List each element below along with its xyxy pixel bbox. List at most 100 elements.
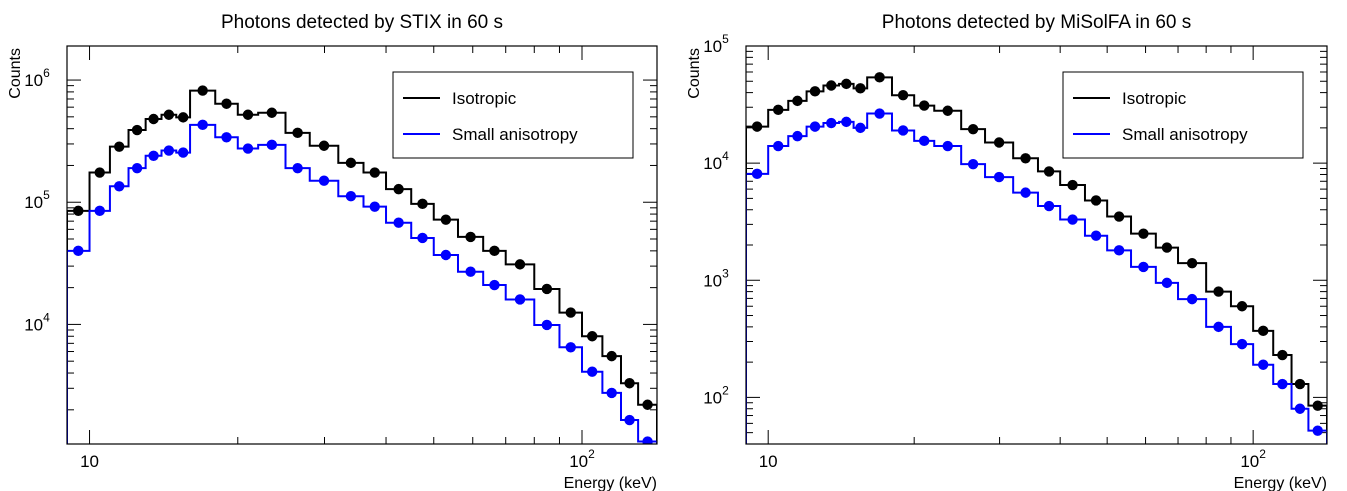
- data-point: [1213, 321, 1224, 333]
- data-point: [1043, 166, 1055, 177]
- x-tick-label: 102: [1240, 447, 1266, 471]
- data-point: [1161, 242, 1173, 253]
- data-point: [417, 232, 428, 244]
- data-point: [586, 331, 598, 342]
- data-point: [292, 162, 303, 174]
- legend-label: Small anisotropy: [1122, 125, 1248, 144]
- data-point: [369, 201, 380, 212]
- data-point: [565, 342, 576, 353]
- data-point: [606, 387, 617, 399]
- y-tick-label: 104: [703, 149, 729, 173]
- data-point: [541, 319, 553, 331]
- data-point: [773, 140, 784, 152]
- data-point: [1138, 228, 1149, 239]
- data-point: [942, 140, 953, 152]
- data-point: [417, 198, 428, 210]
- chart-title: Photons detected by MiSolFA in 60 s: [882, 12, 1191, 33]
- data-point: [73, 245, 84, 257]
- data-point: [586, 366, 598, 377]
- plot-frame: [66, 45, 658, 445]
- data-point: [1043, 200, 1055, 212]
- data-point: [197, 85, 208, 96]
- stix-chart: Photons detected by STIX in 60 s Counts En…: [7, 12, 658, 491]
- data-point: [393, 183, 404, 195]
- data-point: [841, 116, 852, 128]
- data-point: [242, 109, 254, 120]
- x-axis-label: Energy (keV): [1234, 475, 1327, 491]
- data-point: [1294, 403, 1306, 414]
- data-point: [1090, 195, 1102, 206]
- data-point: [1113, 245, 1125, 256]
- y-tick-label: 104: [24, 310, 50, 334]
- legend-box: [392, 71, 634, 159]
- plot-area: [67, 85, 657, 444]
- data-point: [919, 135, 930, 147]
- data-point: [131, 162, 143, 174]
- data-point: [841, 78, 852, 90]
- data-point: [773, 104, 784, 116]
- legend-label: Isotropic: [452, 89, 517, 108]
- data-point: [993, 137, 1005, 148]
- data-point: [131, 124, 143, 136]
- chart-title: Photons detected by STIX in 60 s: [221, 12, 503, 33]
- data-point: [642, 436, 653, 444]
- x-tick-exponent: 2: [588, 447, 595, 461]
- data-point: [292, 127, 303, 139]
- data-point: [266, 139, 278, 151]
- data-point: [897, 125, 909, 136]
- y-tick-exponent: 4: [722, 149, 729, 163]
- data-point: [1236, 338, 1248, 350]
- data-point: [221, 132, 232, 143]
- y-tick-label: 105: [703, 32, 729, 56]
- legend-box: [1062, 71, 1304, 159]
- data-point: [1067, 214, 1078, 225]
- data-point: [114, 141, 125, 152]
- data-point: [897, 90, 909, 101]
- axis-ticks: [745, 45, 1327, 445]
- data-point: [465, 231, 476, 243]
- data-point: [792, 95, 803, 107]
- data-point: [809, 86, 821, 97]
- data-point: [369, 167, 380, 178]
- data-point: [177, 112, 189, 123]
- data-point: [967, 123, 979, 135]
- plot-frame: [745, 45, 1328, 445]
- data-point: [514, 294, 526, 305]
- data-point: [809, 121, 821, 132]
- data-point: [565, 307, 576, 318]
- legend: Isotropic Small anisotropy: [1062, 71, 1304, 159]
- data-point: [942, 105, 953, 116]
- data-point: [967, 158, 979, 170]
- data-point: [148, 113, 159, 125]
- data-point: [266, 107, 278, 118]
- data-point: [1186, 293, 1198, 305]
- x-axis-label: Energy (keV): [564, 475, 657, 491]
- data-point: [148, 150, 159, 161]
- y-tick-exponent: 3: [722, 266, 729, 280]
- data-point: [94, 167, 105, 178]
- legend-label: Isotropic: [1122, 89, 1187, 108]
- data-point: [1020, 153, 1031, 164]
- y-axis-label: Counts: [7, 48, 24, 99]
- data-point: [1067, 179, 1078, 191]
- data-point: [1020, 187, 1031, 198]
- data-point: [826, 80, 837, 91]
- data-point: [94, 205, 105, 217]
- y-tick-exponent: 4: [43, 310, 50, 324]
- y-tick-exponent: 2: [722, 383, 729, 397]
- data-point: [1213, 286, 1224, 297]
- data-point: [318, 140, 330, 151]
- y-tick-label: 103: [703, 266, 729, 290]
- axis-ticks: [66, 46, 657, 444]
- plot-area: [746, 72, 1327, 444]
- data-point: [1161, 277, 1173, 289]
- data-point: [1312, 400, 1323, 411]
- misolfa-chart: Photons detected by MiSolFA in 60 s Count…: [686, 12, 1328, 491]
- data-point: [345, 191, 357, 202]
- data-point: [826, 117, 837, 129]
- data-point: [606, 350, 617, 362]
- data-point: [242, 143, 254, 154]
- data-point: [465, 266, 476, 277]
- data-point: [345, 157, 357, 169]
- data-point: [163, 109, 175, 120]
